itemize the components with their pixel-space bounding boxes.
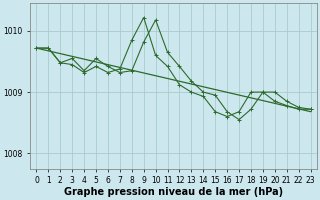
X-axis label: Graphe pression niveau de la mer (hPa): Graphe pression niveau de la mer (hPa) (64, 187, 283, 197)
